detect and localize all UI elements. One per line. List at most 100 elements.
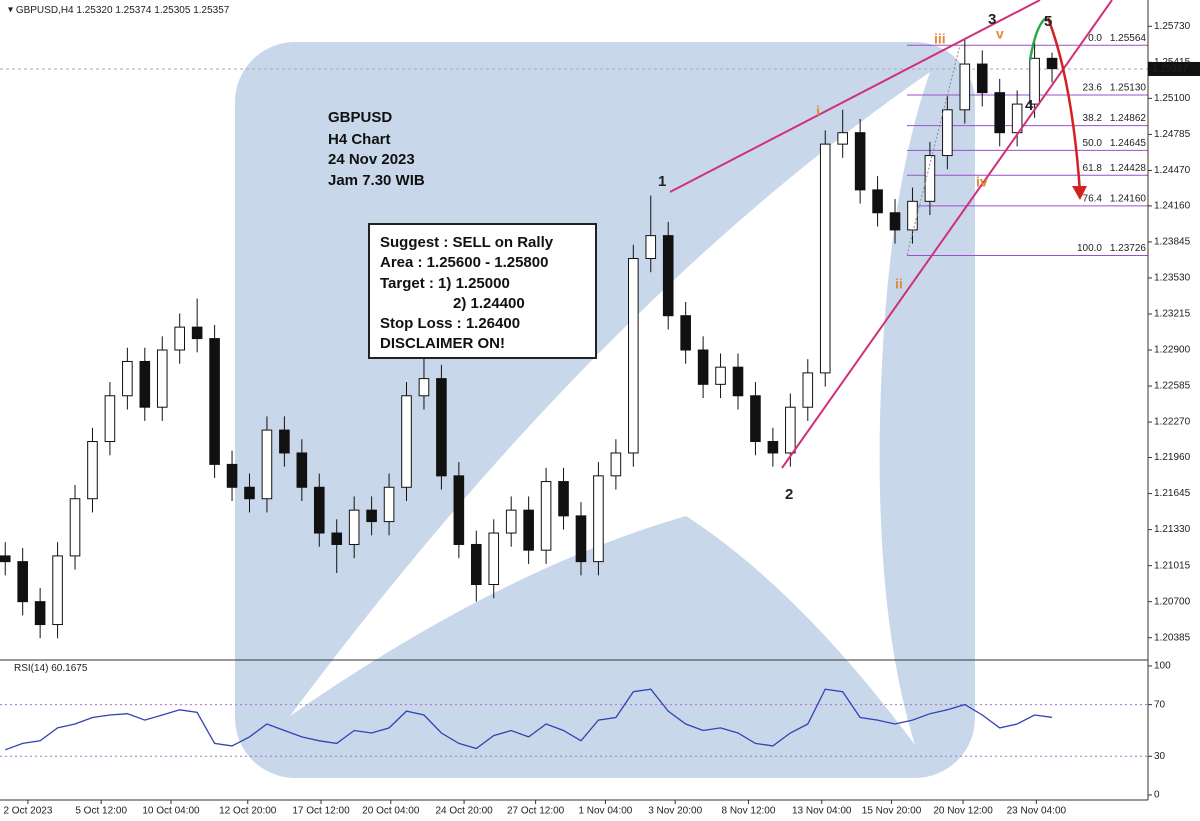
candle-body (785, 406, 796, 454)
y-tick-label: 1.25730 (1154, 21, 1191, 32)
candle-body (523, 509, 534, 551)
rsi-tick-label: 100 (1154, 661, 1171, 672)
watermark-arrow (290, 72, 930, 745)
analysis-line: 24 Nov 2023 (328, 151, 415, 168)
symbol: GBPUSD,H4 (16, 5, 74, 16)
candle-body (261, 429, 273, 500)
candle-body (331, 532, 343, 545)
analysis-line: H4 Chart (328, 131, 391, 148)
projection-down (1046, 17, 1082, 193)
candle-body (191, 326, 203, 340)
candle-body (139, 360, 151, 408)
quote: 1.25374 (115, 5, 152, 16)
fib-price: 1.24645 (1110, 138, 1147, 149)
candle-body (209, 338, 220, 465)
candle-body (767, 441, 779, 454)
x-tick-label: 13 Nov 04:00 (792, 806, 852, 817)
suggestion-line: Area : 1.25600 - 1.25800 (380, 254, 548, 271)
suggestion-line: Stop Loss : 1.26400 (380, 315, 520, 332)
analysis-line: GBPUSD (328, 109, 392, 126)
candle-body (645, 235, 657, 260)
y-tick-label: 1.22270 (1154, 417, 1191, 428)
suggestion-box (368, 223, 597, 359)
candle-body (296, 452, 308, 488)
candle-body (156, 349, 168, 408)
candle-body (802, 372, 814, 408)
candle-body (907, 200, 918, 231)
candle-body (366, 509, 377, 523)
candle-body (593, 475, 604, 563)
fib-level: 50.0 (1083, 138, 1103, 149)
candle-body (1011, 103, 1023, 134)
wave-label: 4 (1025, 97, 1034, 114)
analysis-line: Jam 7.30 WIB (328, 172, 425, 189)
y-tick-label: 1.23845 (1154, 237, 1191, 248)
x-tick-label: 12 Oct 20:00 (219, 806, 277, 817)
fib-level: 76.4 (1083, 194, 1103, 205)
quote: 1.25320 (76, 5, 113, 16)
suggestion-line: DISCLAIMER ON! (380, 335, 505, 352)
candle-body (854, 132, 866, 191)
fib-level: 38.2 (1083, 113, 1103, 124)
subwave-label: iii (934, 31, 946, 47)
candle-body (889, 212, 901, 231)
candle-body (226, 463, 238, 488)
candle-body (558, 481, 569, 517)
plot (0, 38, 1148, 639)
fib-price: 1.25130 (1110, 83, 1147, 94)
wedge-lower (781, 0, 1113, 469)
x-tick-label: 2 Oct 2023 (3, 806, 52, 817)
chart-header: ▾ GBPUSD,H4 1.25320 1.25374 1.25305 1.25… (8, 5, 230, 16)
x-tick-label: 20 Nov 12:00 (933, 806, 993, 817)
candle-body (453, 475, 465, 545)
rsi-tick-label: 70 (1154, 699, 1166, 710)
x-tick-label: 17 Oct 12:00 (292, 806, 350, 817)
candle-body (959, 63, 971, 111)
wedge-upper (669, 0, 1041, 193)
last-price-label: 1.25357 (1152, 64, 1189, 75)
quote: 1.25305 (154, 5, 191, 16)
candle-body (697, 349, 709, 385)
candle-body (819, 143, 831, 374)
candle-body (942, 109, 953, 157)
wave-label: 1 (658, 173, 666, 190)
subwave-label: ii (895, 276, 903, 292)
candle-body (750, 395, 761, 443)
rsi-value: 60.1675 (51, 663, 88, 674)
candle-body (872, 189, 883, 214)
rsi-name: RSI(14) (14, 663, 48, 674)
rsi-line (4, 688, 1053, 751)
candle-body (174, 326, 185, 351)
last-price-tag (1148, 61, 1200, 76)
x-tick-label: 3 Nov 20:00 (648, 806, 702, 817)
candle-body (279, 429, 290, 454)
candle-body (104, 395, 116, 443)
x-tick-label: 27 Oct 12:00 (507, 806, 565, 817)
suggestion-line: Target : 1) 1.25000 (380, 275, 510, 292)
wave-label: 2 (785, 486, 793, 503)
candle-body (976, 63, 988, 94)
candle-body (436, 378, 447, 477)
candle-body (348, 509, 360, 545)
suggestion-line: Suggest : SELL on Rally (380, 234, 554, 251)
candle-body (924, 155, 936, 202)
candle-body (401, 395, 412, 488)
fib-price: 1.24160 (1110, 194, 1147, 205)
candle-body (52, 555, 63, 626)
candle-body (17, 561, 28, 603)
candle-body (418, 378, 430, 397)
candle-body (0, 555, 11, 563)
candle-body (505, 509, 517, 534)
x-tick-label: 15 Nov 20:00 (862, 806, 922, 817)
fib-level: 0.0 (1088, 33, 1102, 44)
candle-body (628, 258, 639, 454)
y-tick-label: 1.23215 (1154, 309, 1191, 320)
quote: 1.25357 (193, 5, 230, 16)
x-tick-label: 5 Oct 12:00 (75, 806, 127, 817)
arrow-head (1072, 186, 1087, 200)
candle-body (313, 486, 325, 534)
y-tick-label: 1.25100 (1154, 93, 1191, 104)
wave-label: 5 (1044, 13, 1052, 30)
fib-level: 100.0 (1077, 243, 1102, 254)
